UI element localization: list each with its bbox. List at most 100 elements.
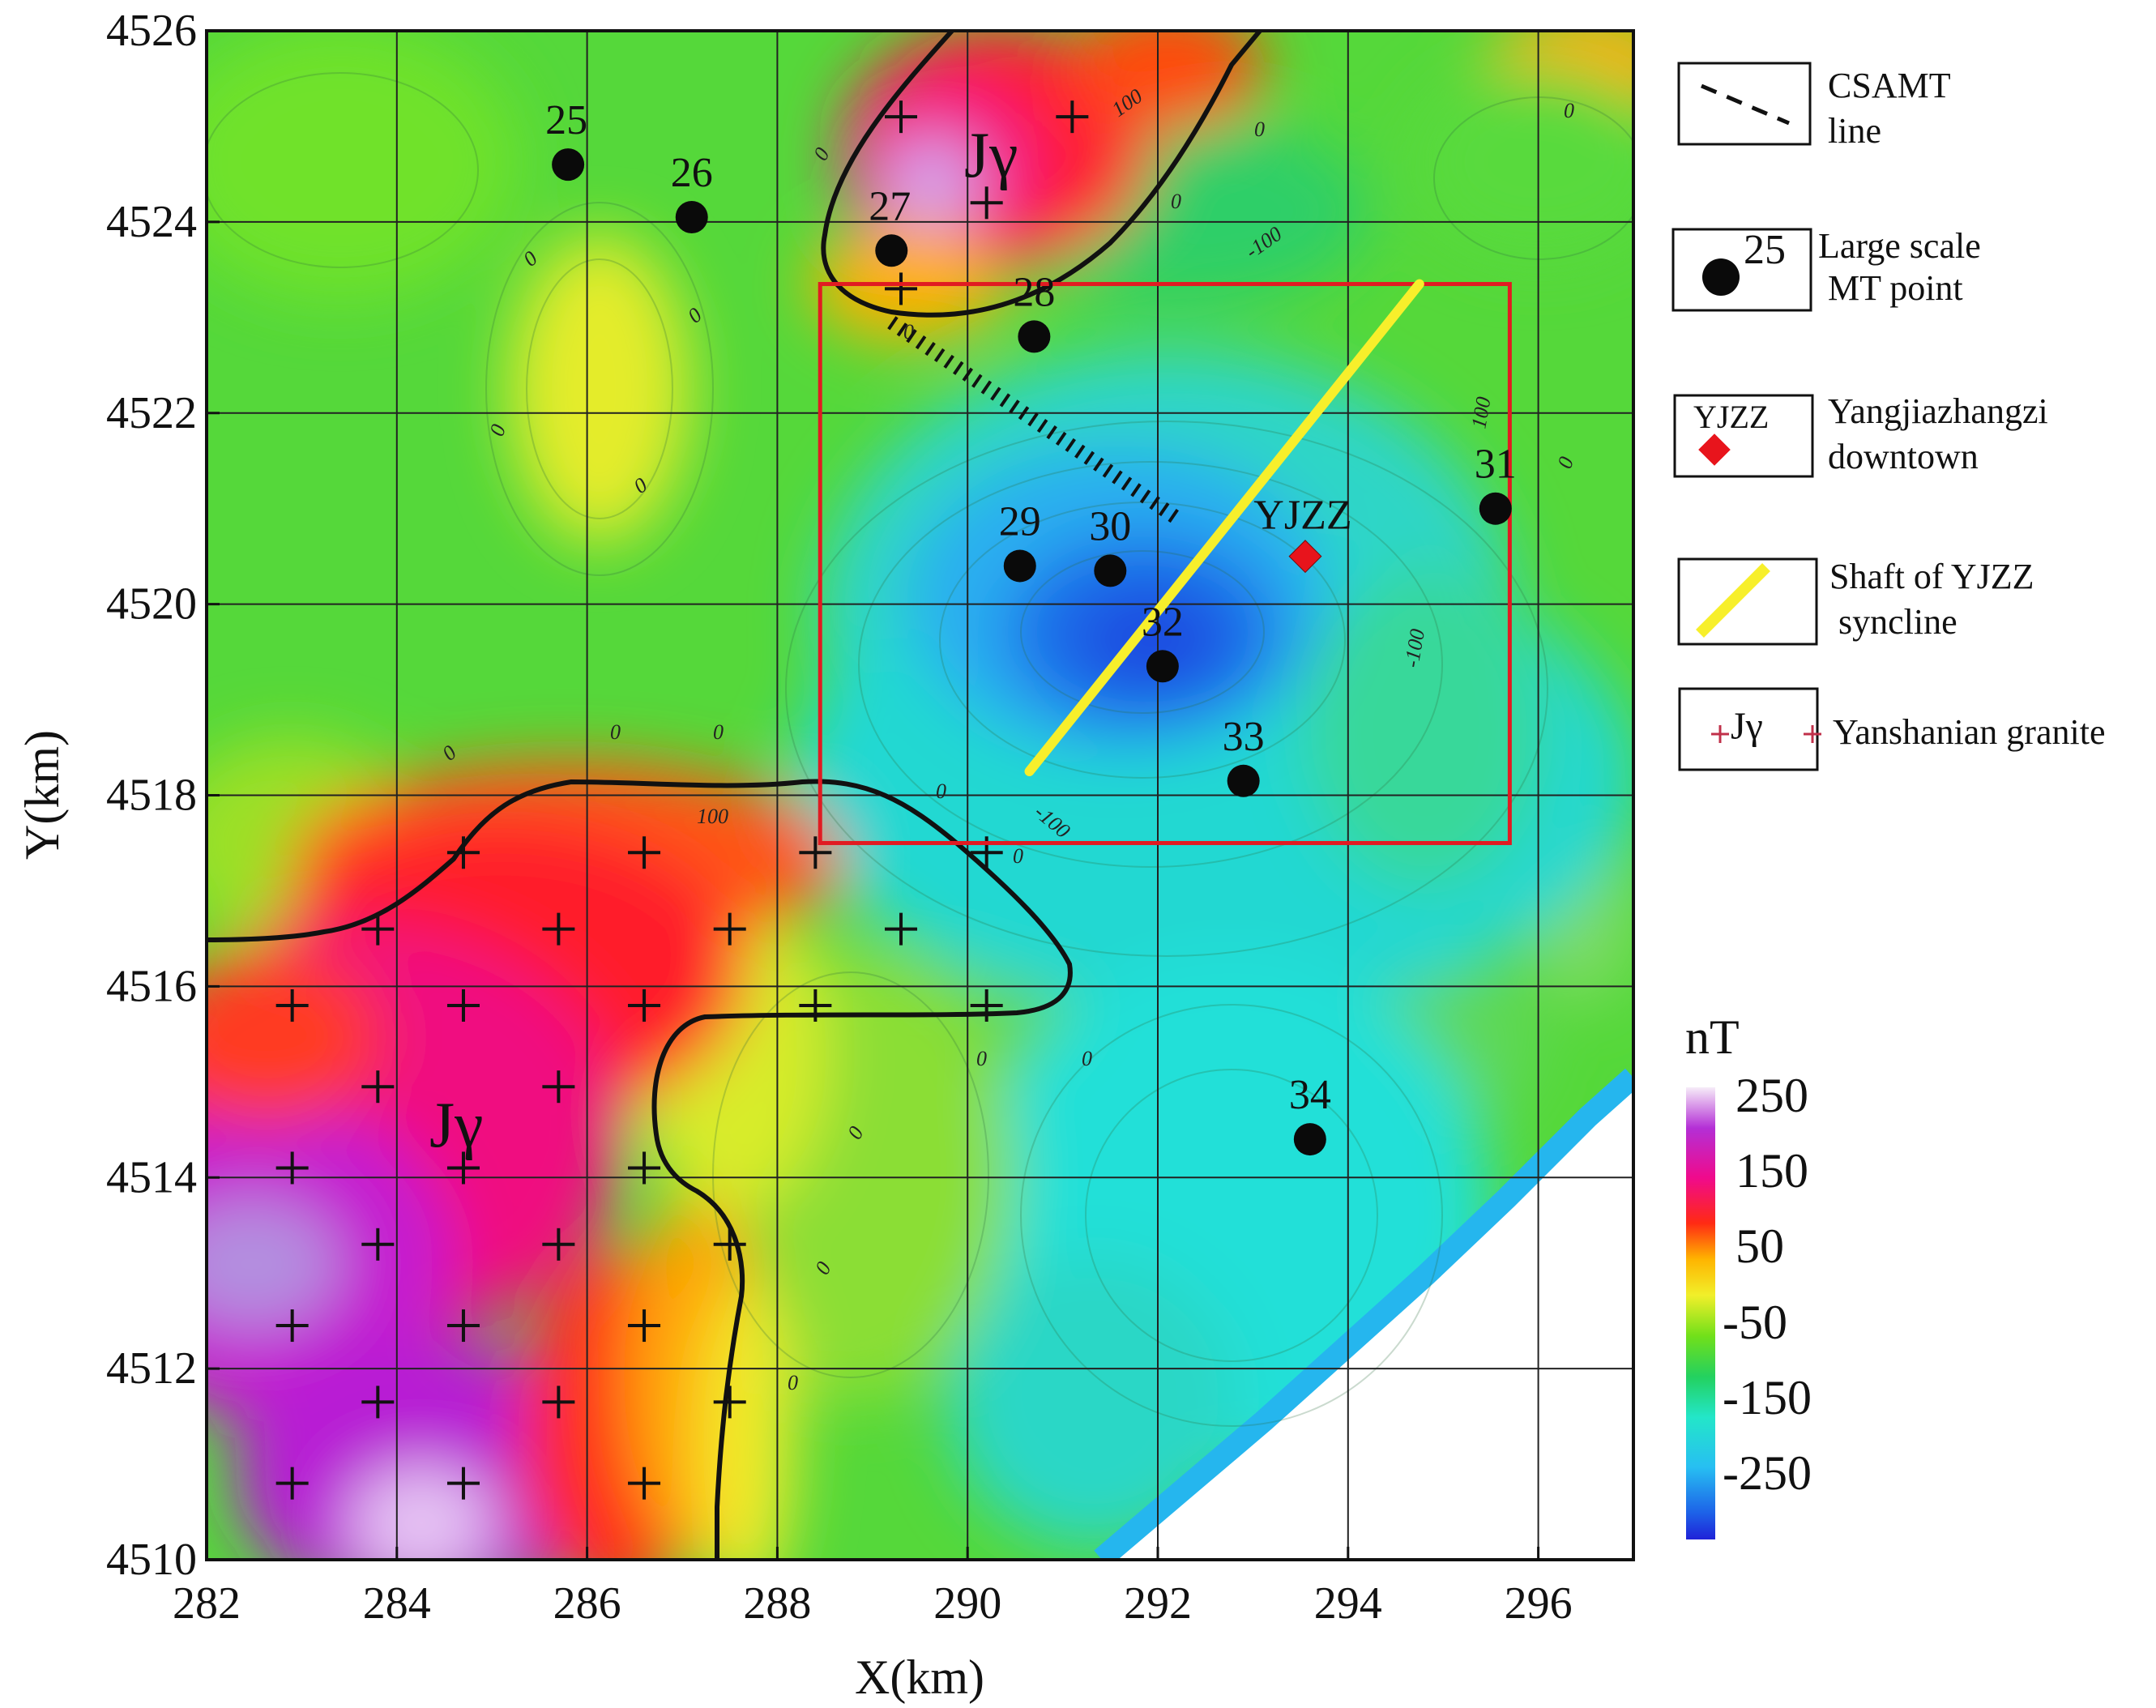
y-tick-label: 4520 — [106, 579, 197, 630]
y-tick-label: 4514 — [106, 1152, 197, 1202]
csamt-line — [887, 316, 1181, 524]
contour-label: 100 — [697, 805, 728, 828]
colorbar-label: -150 — [1723, 1371, 1812, 1424]
granite-plus-symbol — [1056, 100, 1089, 134]
mt-point-label: 27 — [869, 183, 911, 229]
x-tick-label: 294 — [1314, 1578, 1382, 1629]
mt-point — [875, 234, 908, 267]
contour-label: 0 — [713, 720, 724, 744]
colorbar-unit: nT — [1685, 1010, 1740, 1064]
x-tick-label: 284 — [363, 1578, 431, 1629]
granite-boundary-south — [206, 779, 1073, 1560]
mt-point-label: 28 — [1013, 269, 1055, 315]
contour-label: 0 — [1171, 190, 1181, 213]
legend: CSAMT line 25 Large scale MT point YJZZ … — [1671, 62, 2105, 771]
x-tick-label: 286 — [553, 1578, 621, 1629]
granite-plus-symbol — [628, 1309, 661, 1343]
mt-point-label: 33 — [1223, 714, 1265, 760]
legend-town-box-label: YJZZ — [1693, 399, 1769, 435]
legend-csamt: CSAMT line — [1677, 62, 1951, 151]
legend-syncline-line2: syncline — [1829, 602, 1957, 642]
granite-plus-symbol — [628, 836, 661, 869]
y-tick-label: 4522 — [106, 388, 197, 438]
contour-label: 0 — [1082, 1047, 1092, 1070]
granite-plus-symbol — [275, 989, 309, 1022]
mt-point — [675, 200, 708, 233]
granite-plus-symbol — [361, 1070, 395, 1104]
granite-plus-symbol — [713, 1386, 746, 1419]
mt-point — [552, 148, 585, 181]
y-tick-label: 4516 — [106, 961, 197, 1011]
study-area-rectangle — [818, 282, 1512, 845]
granite-plus-symbol — [885, 100, 918, 134]
mt-point — [1003, 549, 1036, 583]
mt-point-label: 29 — [999, 498, 1041, 544]
granite-plus-symbol — [885, 912, 918, 946]
contour-label: 0 — [936, 779, 946, 803]
x-tick-label: 292 — [1124, 1578, 1192, 1629]
granite-boundary-north — [821, 28, 1262, 318]
y-axis-title: Y(km) — [15, 730, 69, 860]
mt-point — [1018, 320, 1051, 353]
contour-label: 0 — [1013, 844, 1023, 868]
granite-plus-symbol — [446, 1467, 480, 1500]
legend-town-line2: downtown — [1828, 437, 1979, 476]
legend-granite-symbol: Jγ — [1731, 705, 1763, 748]
contour-label: 0 — [976, 1047, 987, 1070]
granite-plus-symbol — [446, 1309, 480, 1343]
granite-plus-symbol — [628, 989, 661, 1022]
granite-plus-symbol — [970, 186, 1003, 220]
mt-point-label: 34 — [1289, 1072, 1331, 1118]
granite-plus-symbol — [275, 1467, 309, 1500]
y-tick-label: 4518 — [106, 771, 197, 821]
legend-csamt-line2: line — [1828, 111, 1881, 151]
map-axes: 282 284 286 288 290 292 294 2964510451245144516… — [106, 6, 1573, 1629]
granite-boundaries — [206, 28, 1262, 1560]
contour-lines — [207, 72, 1633, 1427]
no-data-area — [1102, 1078, 1633, 1560]
legend-granite: Jγ Yanshanian granite — [1678, 687, 2105, 771]
legend-syncline: Shaft of YJZZ syncline — [1677, 557, 2034, 646]
contour-label: 100 — [1467, 395, 1495, 430]
mt-point — [1227, 764, 1260, 797]
mt-point-label: 25 — [545, 97, 587, 143]
granite-plus-symbol — [361, 912, 395, 946]
x-tick-label: 282 — [173, 1578, 241, 1629]
x-tick-label: 290 — [933, 1578, 1001, 1629]
granite-plus-symbol — [542, 1386, 575, 1419]
town-label: YJZZ — [1253, 493, 1351, 539]
map-overlays — [818, 279, 1512, 845]
granite-plus-symbol — [885, 272, 918, 305]
contour-label: 0 — [788, 1371, 798, 1394]
contour-label: 0 — [1564, 99, 1574, 122]
colorbar-label: 150 — [1735, 1144, 1808, 1198]
mt-point — [1146, 650, 1179, 683]
legend-granite-text: Yanshanian granite — [1833, 712, 2105, 752]
granite-plus-symbol — [713, 1228, 746, 1261]
granite-plus-symbol — [713, 912, 746, 946]
mt-point-label: 31 — [1475, 442, 1517, 488]
granite-label-south: Jγ — [429, 1090, 483, 1161]
granite-plus-symbol — [361, 1386, 395, 1419]
legend-town-line1: Yangjiazhangzi — [1828, 391, 2048, 431]
granite-plus-symbol — [446, 1151, 480, 1185]
granite-plus-symbol — [628, 1151, 661, 1185]
legend-mt-point-line1: Large scale — [1818, 226, 1981, 266]
legend-mt-point-line2: MT point — [1828, 268, 1963, 308]
granite-label-north: Jγ — [964, 120, 1018, 191]
colorbar-label: 250 — [1735, 1069, 1808, 1122]
granite-plus-symbol — [361, 1228, 395, 1261]
x-axis-title: X(km) — [855, 1650, 984, 1704]
legend-syncline-line1: Shaft of YJZZ — [1829, 557, 2034, 596]
granite-plus-symbol — [542, 1228, 575, 1261]
y-tick-label: 4526 — [106, 6, 197, 56]
mt-point — [1479, 492, 1512, 525]
contour-label: 0 — [1254, 117, 1265, 141]
granite-plus-symbol — [799, 989, 832, 1022]
granite-plus-symbol — [542, 1070, 575, 1104]
x-tick-label: 296 — [1505, 1578, 1573, 1629]
y-tick-label: 4524 — [106, 197, 197, 247]
granite-plus-symbol — [275, 1151, 309, 1185]
colorbar: nT 250 150 50 -50 -150 -250 — [1685, 1010, 1812, 1539]
